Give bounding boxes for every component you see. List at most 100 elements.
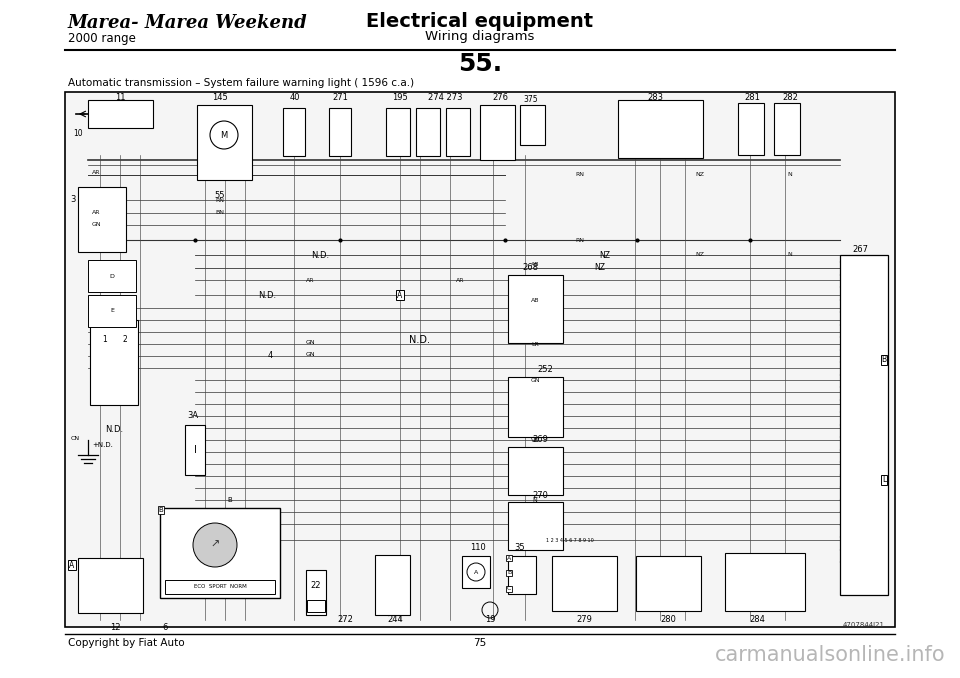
Bar: [462, 556, 490, 588]
Text: 272: 272: [337, 616, 353, 624]
Bar: [160, 508, 280, 598]
Bar: [197, 105, 252, 180]
Bar: [307, 600, 325, 612]
Text: A: A: [397, 290, 402, 300]
Text: N.D.: N.D.: [311, 250, 329, 260]
Bar: [840, 255, 888, 595]
Text: 270: 270: [532, 490, 548, 500]
Text: GN: GN: [305, 353, 315, 357]
Text: N: N: [787, 252, 792, 258]
Bar: [283, 108, 305, 156]
Text: +N.D.: +N.D.: [92, 442, 113, 448]
Bar: [78, 558, 143, 613]
Circle shape: [193, 523, 237, 567]
Bar: [88, 295, 136, 327]
Text: Electrical equipment: Electrical equipment: [367, 12, 593, 31]
Text: AR: AR: [92, 210, 100, 216]
Text: Automatic transmission – System failure warning light ( 1596 c.a.): Automatic transmission – System failure …: [68, 78, 414, 88]
Text: 75: 75: [473, 638, 487, 648]
Text: 269: 269: [532, 435, 548, 445]
Text: 284: 284: [749, 616, 765, 624]
Bar: [520, 105, 545, 145]
Bar: [508, 447, 563, 495]
Bar: [552, 556, 617, 611]
Text: GN: GN: [305, 340, 315, 346]
Text: Copyright by Fiat Auto: Copyright by Fiat Auto: [68, 638, 184, 648]
Text: B: B: [228, 497, 232, 503]
Text: 1 2 3 4 5 6 7 8 9 10: 1 2 3 4 5 6 7 8 9 10: [546, 538, 594, 542]
Text: 276: 276: [492, 92, 508, 102]
Text: C: C: [507, 586, 511, 591]
Text: 2: 2: [123, 336, 128, 344]
Bar: [90, 320, 138, 405]
Text: 55.: 55.: [458, 52, 502, 76]
Text: 3: 3: [70, 195, 76, 205]
Text: 145: 145: [212, 92, 228, 102]
Text: 22: 22: [311, 580, 322, 589]
Text: A: A: [69, 561, 75, 570]
Bar: [416, 108, 440, 156]
Text: 11: 11: [115, 92, 125, 102]
Text: AR: AR: [92, 170, 100, 174]
Text: N: N: [787, 172, 792, 178]
Text: NZ: NZ: [599, 250, 611, 260]
Text: 1: 1: [103, 336, 108, 344]
Text: B: B: [158, 507, 163, 513]
Bar: [636, 556, 701, 611]
Text: 283: 283: [647, 92, 663, 102]
Bar: [446, 108, 470, 156]
Text: 244: 244: [387, 616, 403, 624]
Bar: [185, 425, 205, 475]
Text: 10: 10: [73, 129, 83, 138]
Text: 267: 267: [852, 245, 868, 254]
Text: 280: 280: [660, 616, 676, 624]
Text: 195: 195: [392, 92, 408, 102]
Text: 4707844J21: 4707844J21: [843, 622, 885, 628]
Text: 35: 35: [515, 544, 525, 553]
Text: 12: 12: [109, 622, 120, 631]
Text: A: A: [474, 570, 478, 574]
Bar: [386, 108, 410, 156]
Text: I: I: [194, 445, 197, 455]
Text: 375: 375: [524, 96, 539, 104]
Bar: [480, 105, 515, 160]
Text: 281: 281: [744, 92, 760, 102]
Text: 282: 282: [782, 92, 798, 102]
Text: GN: GN: [91, 222, 101, 228]
Text: 279: 279: [576, 616, 592, 624]
Text: LR: LR: [531, 342, 539, 348]
Text: CN: CN: [71, 435, 80, 441]
Text: NZ: NZ: [695, 252, 705, 258]
Text: 271: 271: [332, 92, 348, 102]
Text: ECO  SPORT  NORM: ECO SPORT NORM: [194, 584, 247, 589]
Text: AR: AR: [456, 277, 465, 283]
Text: 268: 268: [522, 264, 538, 273]
Bar: [375, 555, 410, 615]
Bar: [165, 580, 275, 594]
Text: A: A: [507, 555, 511, 561]
Text: E: E: [110, 308, 114, 313]
Text: VN: VN: [531, 437, 540, 443]
Text: AR: AR: [305, 277, 314, 283]
Text: 2000 range: 2000 range: [68, 32, 136, 45]
Text: NZ: NZ: [594, 264, 606, 273]
Text: RN: RN: [575, 237, 585, 243]
Text: Marea- Marea Weekend: Marea- Marea Weekend: [68, 14, 308, 32]
Bar: [508, 556, 536, 594]
Text: N.D.: N.D.: [258, 290, 276, 300]
Bar: [88, 260, 136, 292]
Text: NZ: NZ: [695, 172, 705, 178]
Text: RN: RN: [575, 172, 585, 178]
Bar: [738, 103, 764, 155]
Text: 55: 55: [215, 191, 226, 199]
Text: ↗: ↗: [210, 540, 220, 550]
Text: 252: 252: [538, 365, 553, 374]
Text: 6: 6: [162, 622, 168, 631]
Text: 274 273: 274 273: [428, 92, 463, 102]
Bar: [329, 108, 351, 156]
Text: N.D.: N.D.: [105, 426, 123, 435]
Text: M: M: [221, 130, 228, 140]
Bar: [508, 502, 563, 550]
Text: carmanualsonline.info: carmanualsonline.info: [714, 645, 945, 665]
Bar: [618, 100, 703, 158]
